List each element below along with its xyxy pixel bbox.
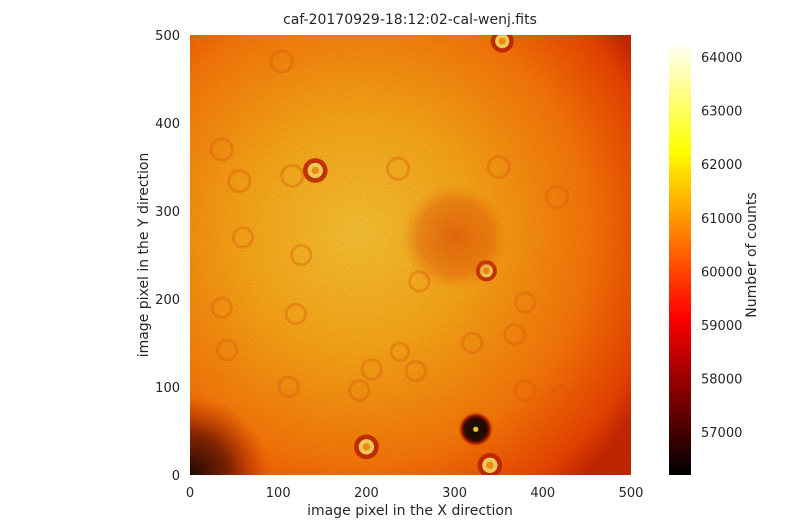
colorbar-tick-label: 63000 — [701, 105, 742, 120]
y-tick-label: 0 — [172, 469, 180, 484]
colorbar-tick-label: 62000 — [701, 158, 742, 173]
x-tick-label: 0 — [186, 486, 194, 501]
x-axis-label: image pixel in the X direction — [307, 503, 513, 519]
x-tick-label: 100 — [266, 486, 291, 501]
x-tick-label: 500 — [619, 486, 644, 501]
y-tick-label: 400 — [155, 117, 180, 132]
colorbar-tick-label: 61000 — [701, 212, 742, 227]
heatmap-image — [190, 35, 631, 475]
colorbar-tick-label: 57000 — [701, 426, 742, 441]
colorbar-tick-label: 58000 — [701, 373, 742, 388]
x-tick-label: 400 — [530, 486, 555, 501]
colorbar-label: Number of counts — [744, 192, 760, 317]
colorbar-tick-label: 59000 — [701, 319, 742, 334]
colorbar-tick-label: 60000 — [701, 265, 742, 280]
colorbar — [669, 41, 691, 475]
y-tick-label: 300 — [155, 205, 180, 220]
y-tick-label: 500 — [155, 29, 180, 44]
x-tick-label: 300 — [442, 486, 467, 501]
y-tick-label: 200 — [155, 293, 180, 308]
colorbar-tick-label: 64000 — [701, 51, 742, 66]
y-tick-label: 100 — [155, 381, 180, 396]
heatmap-noise — [190, 35, 631, 475]
y-axis-label: image pixel in the Y direction — [136, 153, 152, 358]
chart-title: caf-20170929-18:12:02-cal-wenj.fits — [283, 12, 537, 28]
x-tick-label: 200 — [354, 486, 379, 501]
